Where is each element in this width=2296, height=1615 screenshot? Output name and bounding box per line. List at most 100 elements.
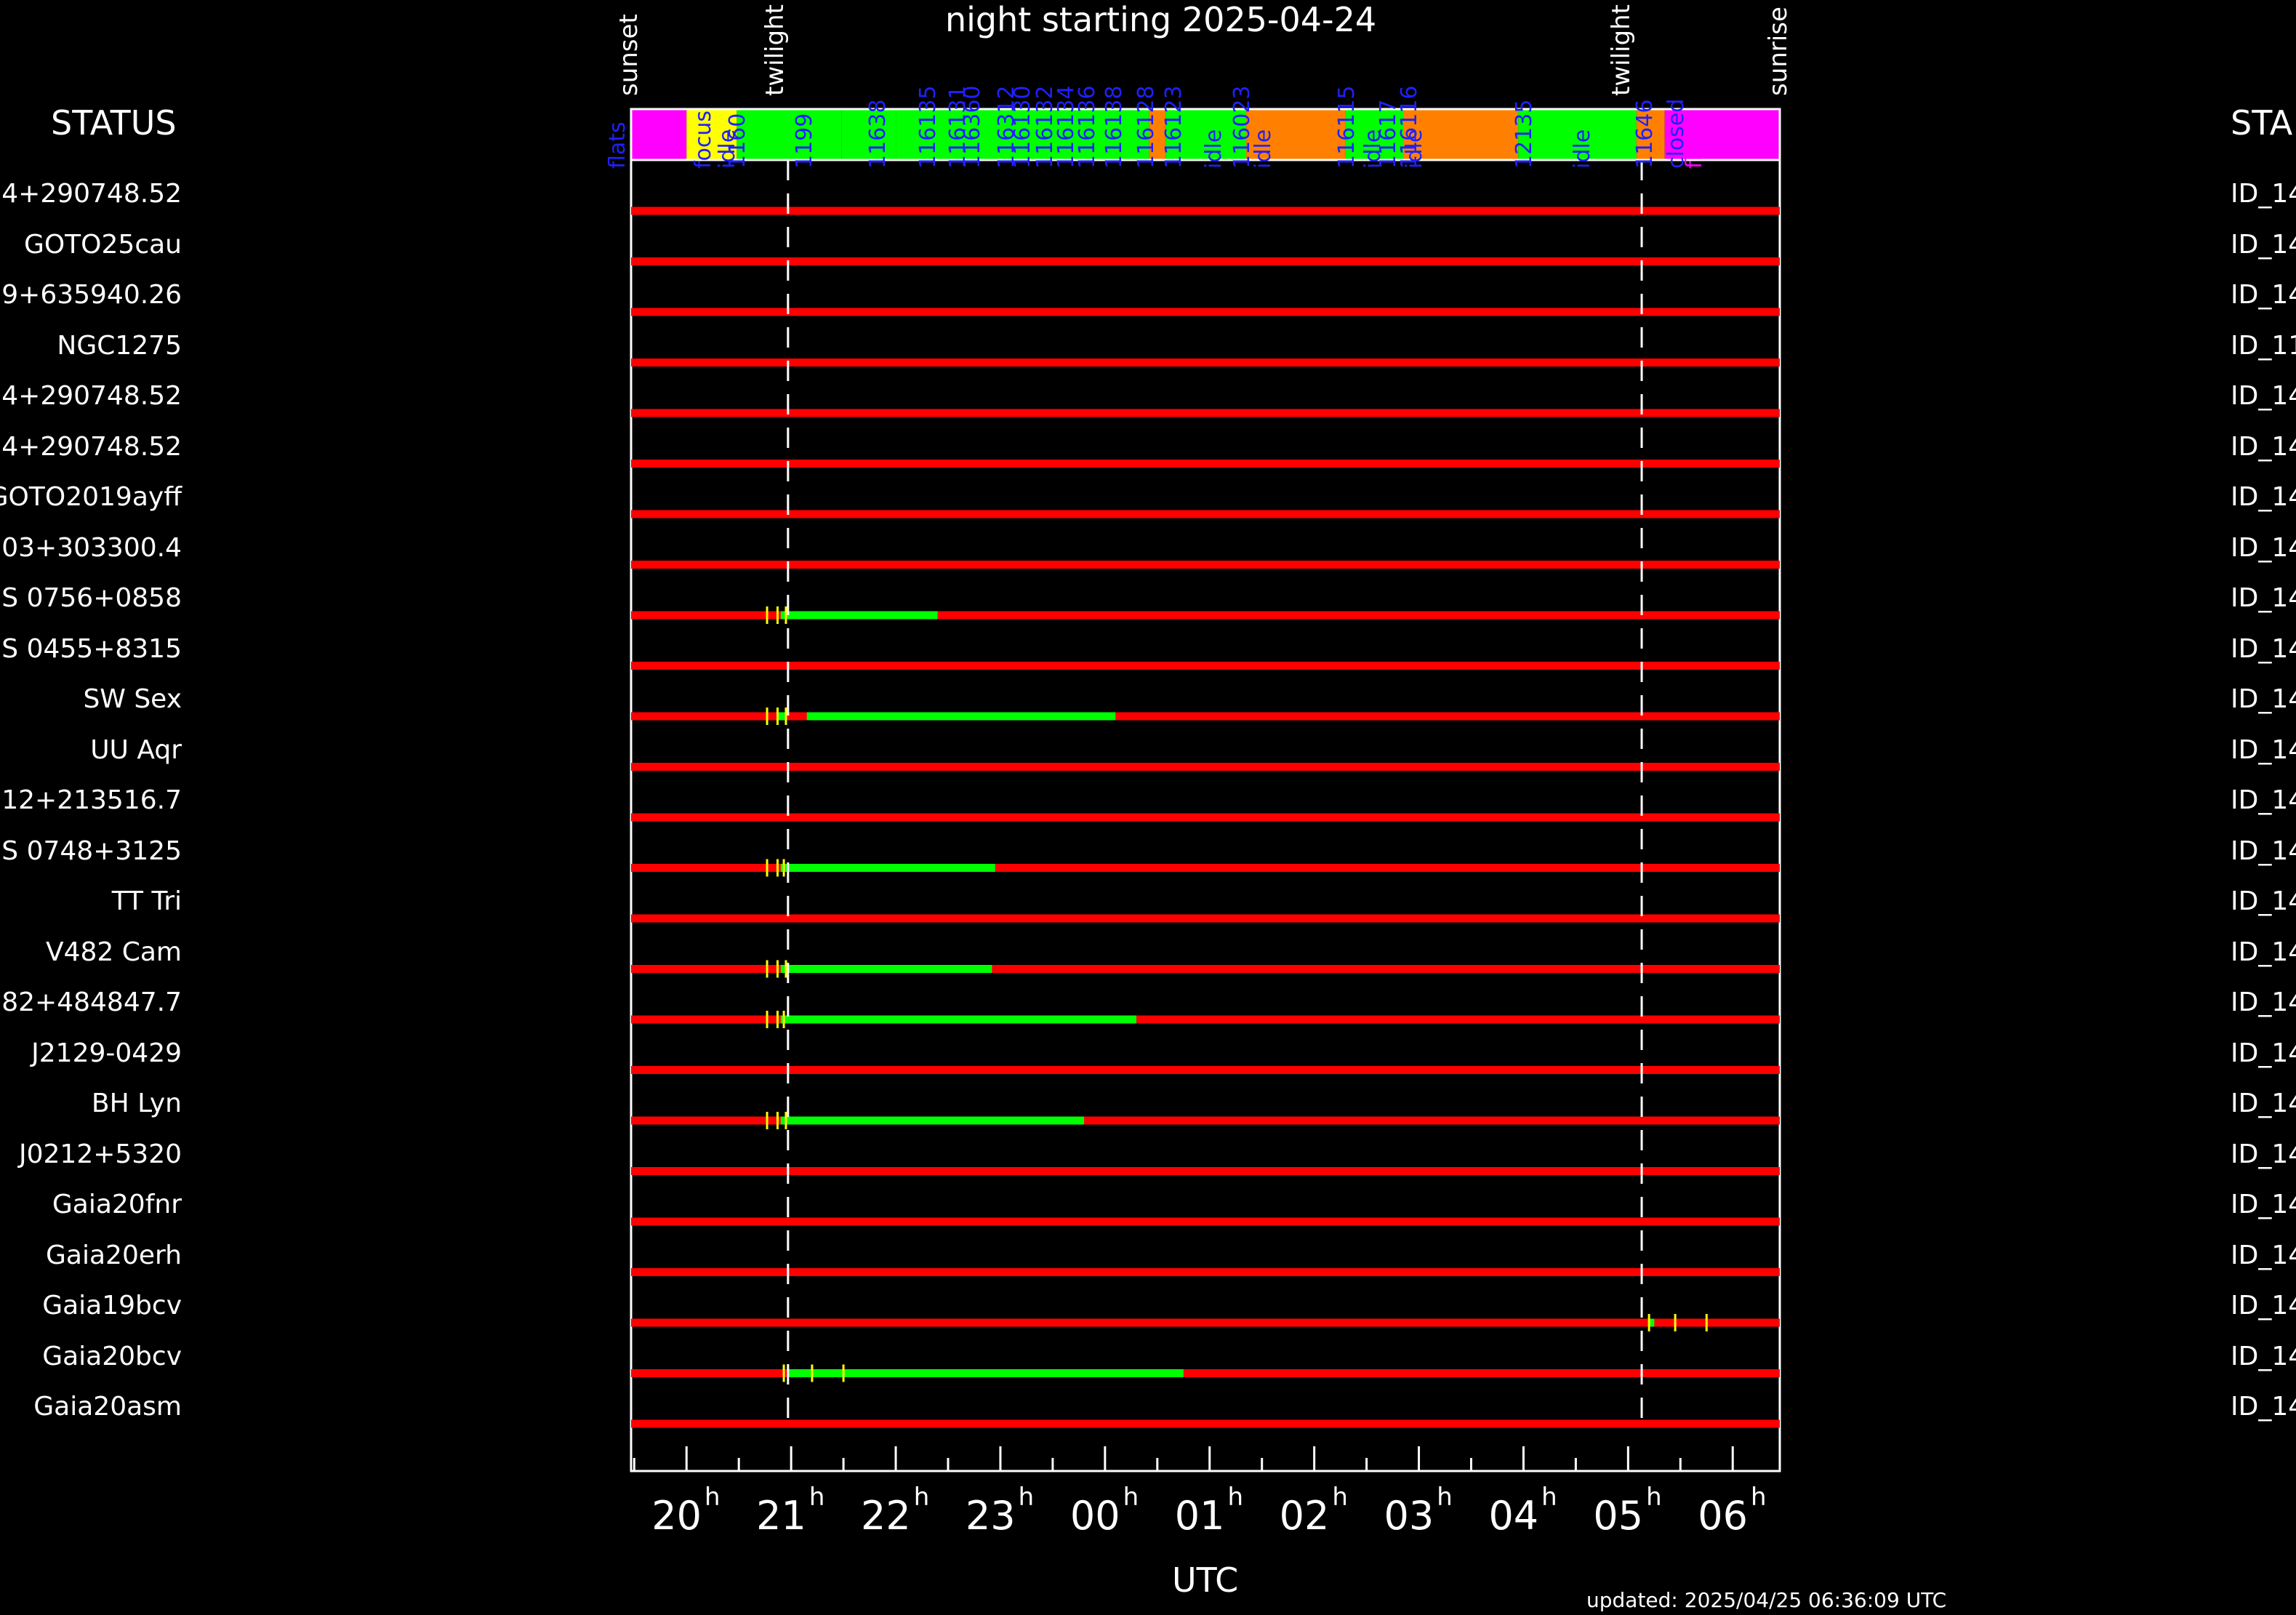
status-bar-label: 1199: [792, 113, 818, 169]
target-name: Gaia20asm: [33, 1392, 182, 1422]
target-id: ID_14: [2231, 785, 2296, 815]
target-name: 4+290748.52: [1, 381, 182, 411]
updated-timestamp: updated: 2025/04/25 06:36:09 UTC: [1586, 1588, 1947, 1612]
hour-superscript: h: [1332, 1483, 1348, 1512]
status-bar-label: 116135: [915, 85, 942, 169]
status-bar-label: 116136: [1074, 85, 1100, 169]
hour-superscript: h: [1541, 1483, 1557, 1512]
status-bar-label: 1160: [725, 113, 751, 169]
target-id: ID_14: [2231, 734, 2296, 765]
status-segment: [841, 109, 896, 160]
x-tick-label: 22 h: [861, 1483, 930, 1539]
target-id: ID_14: [2231, 987, 2296, 1017]
target-name: SW Sex: [83, 684, 182, 714]
target-id: ID_14: [2231, 482, 2296, 512]
target-name: BH Lyn: [91, 1089, 182, 1118]
x-axis-label: UTC: [1172, 1560, 1239, 1600]
status-bar-label: 116138: [1101, 85, 1128, 169]
target-id: ID_11: [2231, 330, 2296, 361]
target-name: GOTO2019ayff: [0, 482, 182, 512]
target-name: 4+290748.52: [1, 179, 182, 209]
status-bar-label: flats: [1681, 121, 1707, 169]
status-segment: [1246, 109, 1346, 160]
status-bar-label: 116123: [1161, 85, 1187, 169]
target-id: ID_14: [2231, 1240, 2296, 1270]
page-title: night starting 2025-04-24: [945, 0, 1377, 39]
status-bar-label: focus: [690, 110, 716, 169]
target-id: ID_14: [2231, 633, 2296, 664]
hour-superscript: h: [913, 1483, 930, 1512]
target-name: J2129-0429: [31, 1038, 182, 1068]
x-tick-label: 23 h: [965, 1483, 1035, 1539]
x-tick-label: 04 h: [1488, 1483, 1557, 1539]
status-left-heading: STATUS: [51, 103, 177, 143]
target-id: ID_14: [2231, 886, 2296, 916]
status-segment: [1165, 109, 1247, 160]
hour-superscript: h: [1227, 1483, 1244, 1512]
target-id: ID_14: [2231, 381, 2296, 411]
status-bar-label: 116115: [1333, 85, 1360, 169]
x-tick-label: 00 h: [1069, 1483, 1139, 1539]
status-bar-label: 11646: [1631, 99, 1658, 169]
x-tick-label: 06 h: [1698, 1483, 1767, 1539]
target-name: 82+484847.7: [1, 987, 182, 1017]
target-id: ID_14: [2231, 229, 2296, 260]
status-segment: [1345, 109, 1403, 160]
target-id: ID_14: [2231, 583, 2296, 613]
status-segment: [1518, 109, 1637, 160]
x-tick-label: 02 h: [1279, 1483, 1348, 1539]
target-name: NGC1275: [57, 330, 182, 361]
plot-frame: [630, 108, 1781, 1472]
target-name: S 0756+0858: [1, 583, 182, 613]
status-segment: [896, 109, 1149, 160]
status-segment: [1402, 109, 1519, 160]
hour-superscript: h: [1750, 1483, 1767, 1512]
hour-superscript: h: [1123, 1483, 1139, 1512]
status-bar-label: 11638: [865, 99, 891, 169]
target-name: GOTO25cau: [23, 229, 182, 260]
status-segment: [1664, 109, 1780, 160]
target-name: S 0748+3125: [1, 835, 182, 866]
status-bar-label: 116360: [959, 85, 985, 169]
hour-superscript: h: [1437, 1483, 1453, 1512]
target-id: ID_14: [2231, 1291, 2296, 1321]
target-name: Gaia20fnr: [52, 1190, 182, 1219]
status-bar-label: idle: [1569, 129, 1595, 169]
target-name: Gaia20bcv: [42, 1341, 182, 1371]
x-tick-label: 21 h: [756, 1483, 825, 1539]
target-id: ID_14: [2231, 1139, 2296, 1169]
hour-superscript: h: [1018, 1483, 1035, 1512]
x-tick-label: 20 h: [651, 1483, 720, 1539]
target-name: 9+635940.26: [1, 280, 182, 310]
target-id: ID_14: [2231, 1392, 2296, 1422]
target-name: 03+303300.4: [1, 532, 182, 563]
target-id: ID_14: [2231, 1190, 2296, 1219]
status-right-heading: STA: [2231, 103, 2293, 143]
target-id: ID_14: [2231, 684, 2296, 714]
target-name: Gaia19bcv: [42, 1291, 182, 1321]
status-bar-label: flats: [604, 121, 630, 169]
x-tick-label: 01 h: [1174, 1483, 1244, 1539]
status-segment: [686, 109, 737, 160]
status-segment: [736, 109, 842, 160]
target-id: ID_14: [2231, 532, 2296, 563]
status-segment: [631, 109, 687, 160]
target-id: ID_14: [2231, 835, 2296, 866]
hour-superscript: h: [1646, 1483, 1662, 1512]
hour-superscript: h: [808, 1483, 825, 1512]
target-id: ID_14: [2231, 1089, 2296, 1118]
status-bar-label: idle: [1201, 129, 1227, 169]
target-name: 12+213516.7: [1, 785, 182, 815]
target-name: Gaia20erh: [46, 1240, 182, 1270]
target-id: ID_14: [2231, 280, 2296, 310]
target-name: J0212+5320: [18, 1139, 182, 1169]
target-id: ID_14: [2231, 431, 2296, 462]
status-bar-label: 116130: [1009, 85, 1035, 169]
status-segment: [1149, 109, 1166, 160]
target-name: UU Aqr: [90, 734, 182, 765]
x-tick-label: 03 h: [1384, 1483, 1453, 1539]
status-bar-label: 116128: [1133, 85, 1159, 169]
